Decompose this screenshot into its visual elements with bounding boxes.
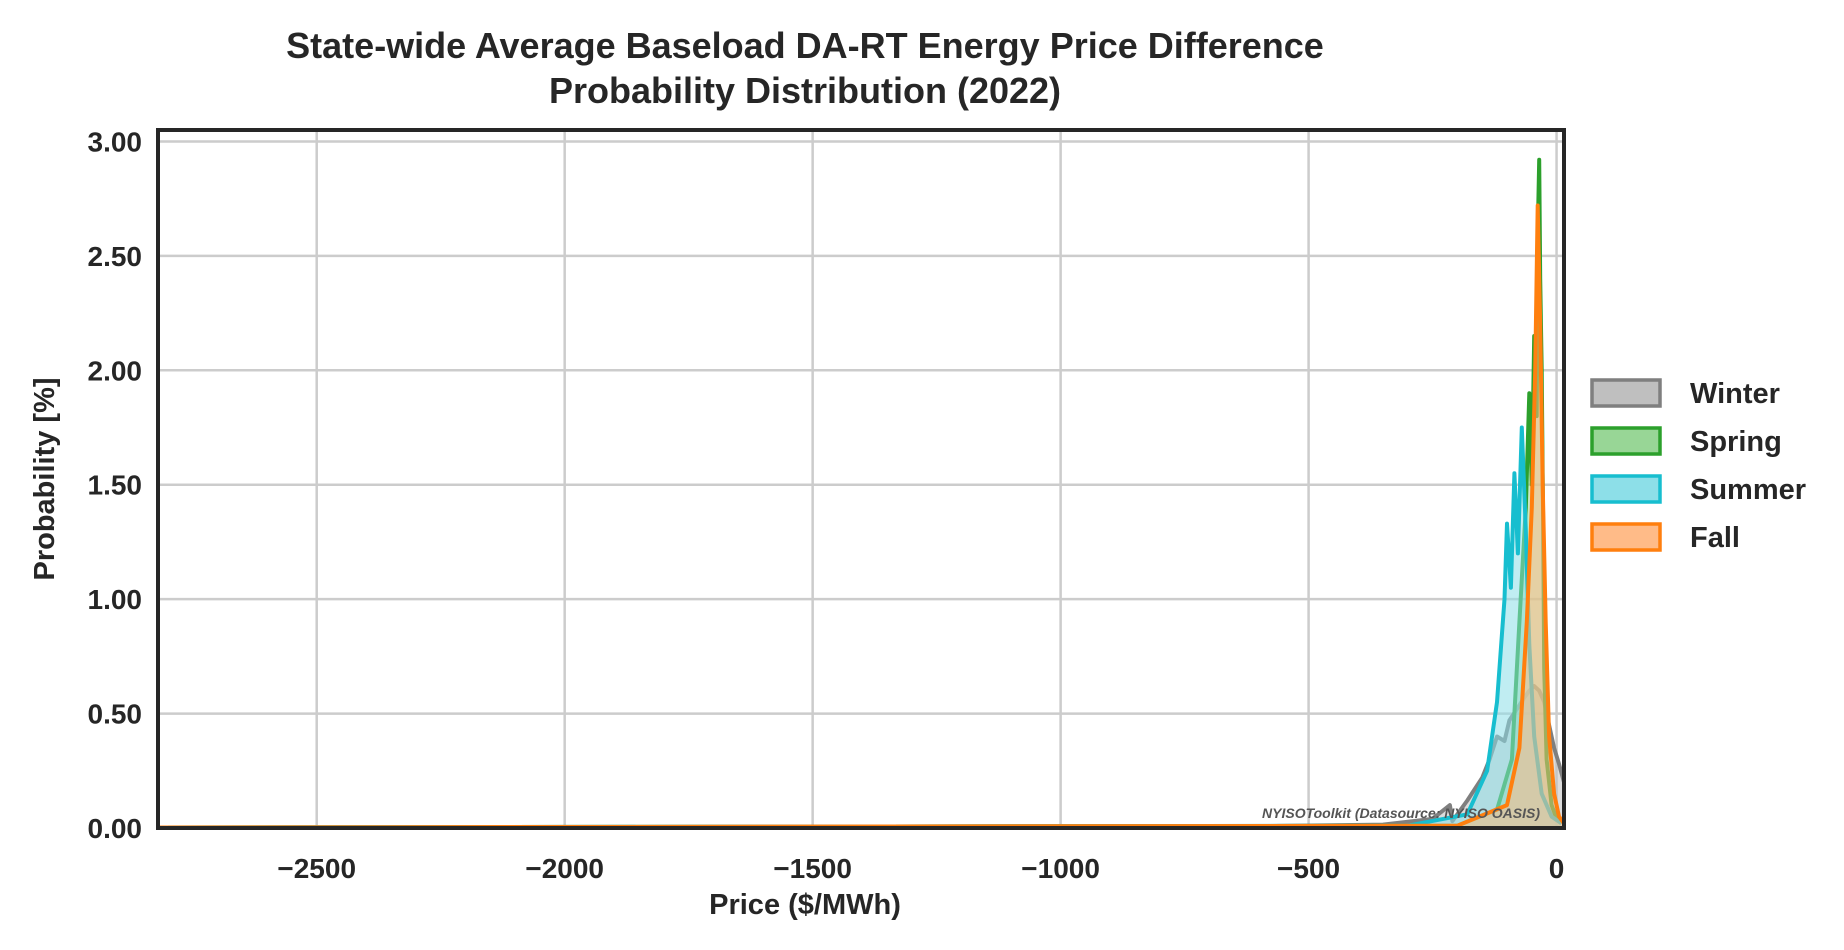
legend-swatch-summer [1590,474,1662,504]
series-area-summer [158,427,1562,828]
y-axis-label: Probability [%] [29,377,61,580]
legend-swatch-fall [1590,522,1662,552]
y-tick-label-3: 1.50 [88,470,143,501]
x-tick-label-1: −2000 [525,853,604,884]
watermark: NYISOToolkit (Datasource: NYISO OASIS) [1262,805,1540,821]
x-tick-label-4: −500 [1277,853,1340,884]
legend-label-winter: Winter [1690,378,1780,410]
x-tick-label-0: −2500 [277,853,356,884]
x-tick-label-2: −1500 [773,853,852,884]
series-layer [157,157,1566,830]
legend-swatch-spring [1590,426,1662,456]
y-tick-label-1: 0.50 [88,699,143,730]
series-area-spring [158,159,1562,829]
grid [158,130,1564,830]
y-tick-label-0: 0.00 [88,813,143,844]
series-line-spring [157,157,1563,830]
chart-title-line2: Probability Distribution (2022) [549,70,1061,111]
legend-label-fall: Fall [1690,522,1740,554]
legend: Winter Spring Summer Fall [1590,378,1806,554]
series-line-fall [157,203,1566,830]
legend-swatch-winter [1590,378,1662,408]
legend-label-summer: Summer [1690,474,1806,506]
ticks: −2500 −2000 −1500 −1000 −500 0 0.00 0.50 1.00 1.5… [88,126,1565,884]
x-tick-label-3: −1000 [1021,853,1100,884]
legend-label-spring: Spring [1690,426,1782,458]
series-area-fall [158,205,1564,828]
x-axis-label: Price ($/MWh) [709,889,901,921]
x-tick-label-5: 0 [1549,853,1565,884]
y-tick-label-4: 2.00 [88,355,143,386]
plot-frame [156,128,1566,830]
series-line-summer [157,425,1563,830]
y-tick-label-5: 2.50 [88,241,143,272]
chart-title-line1: State-wide Average Baseload DA-RT Energy… [286,25,1324,66]
y-tick-label-2: 1.00 [88,584,143,615]
y-tick-label-6: 3.00 [88,126,143,157]
